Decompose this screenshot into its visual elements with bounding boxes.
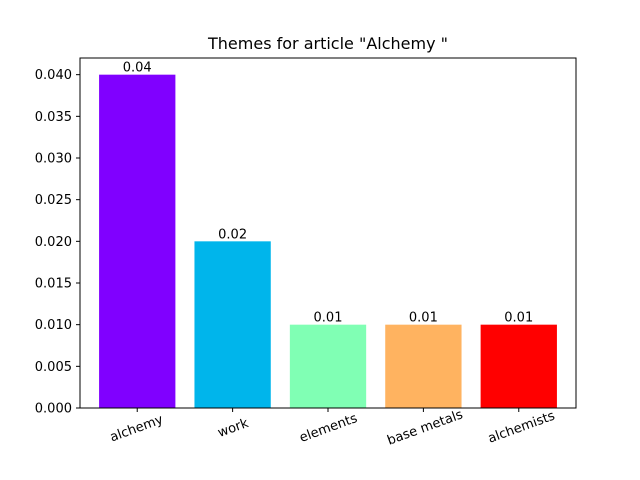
y-tick-label: 0.020 bbox=[35, 235, 72, 250]
bar-data-label: 0.01 bbox=[409, 311, 438, 326]
bar-data-label: 0.04 bbox=[123, 61, 152, 76]
x-tick-label: elements bbox=[298, 411, 360, 446]
bar-data-label: 0.02 bbox=[218, 227, 247, 242]
y-tick-label: 0.015 bbox=[35, 277, 72, 292]
plot-area: 0.04 alchemy 0.02 work 0.01 elements 0.01 base … bbox=[35, 57, 577, 449]
x-tick-label: alchemists bbox=[486, 409, 557, 447]
bar-data-label: 0.01 bbox=[504, 311, 533, 326]
y-tick-label: 0.010 bbox=[35, 318, 72, 333]
y-tick-label: 0.030 bbox=[35, 152, 72, 167]
bar-data-label: 0.01 bbox=[314, 311, 343, 326]
x-tick-label: base metals bbox=[385, 407, 465, 448]
y-tick-label: 0.005 bbox=[35, 360, 72, 375]
x-tick-label: alchemy bbox=[108, 412, 165, 445]
bar-alchemists bbox=[480, 324, 557, 408]
chart-title: Themes for article "Alchemy " bbox=[207, 34, 448, 53]
plot-frame bbox=[79, 57, 577, 409]
y-tick-label: 0.000 bbox=[35, 402, 72, 417]
bar-elements bbox=[289, 324, 367, 408]
x-tick-label: work bbox=[216, 416, 251, 441]
bar-alchemy bbox=[99, 74, 176, 409]
bar-base-metals bbox=[385, 324, 462, 408]
y-tick-label: 0.040 bbox=[35, 68, 72, 83]
bar-work bbox=[194, 241, 271, 408]
y-tick-label: 0.035 bbox=[35, 110, 72, 125]
y-tick-label: 0.025 bbox=[35, 193, 72, 208]
